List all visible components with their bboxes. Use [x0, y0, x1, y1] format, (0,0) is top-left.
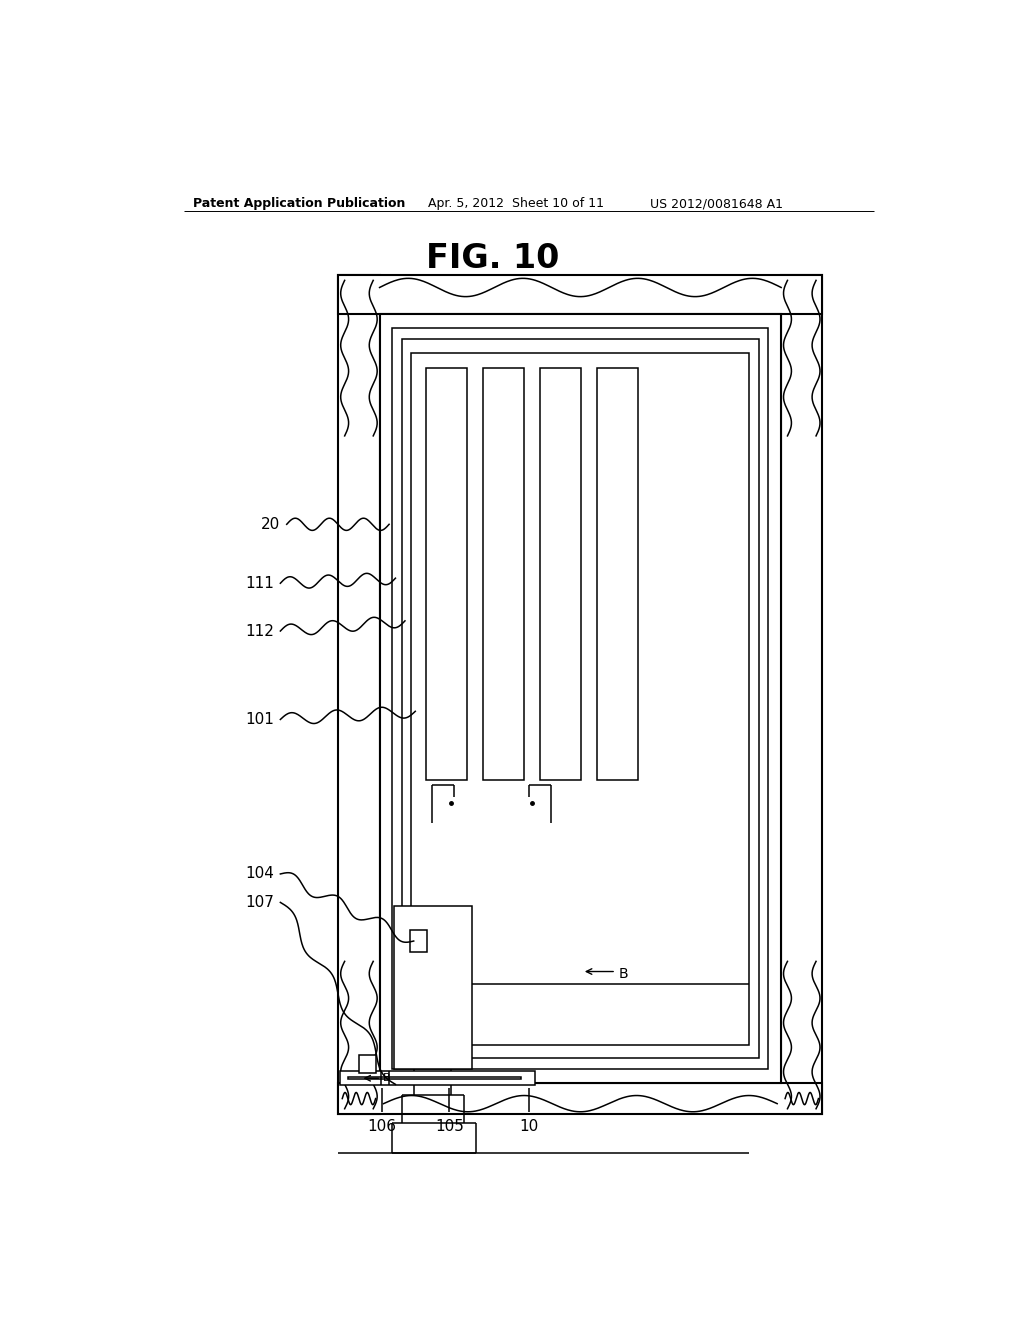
- Text: B: B: [383, 1073, 390, 1084]
- Bar: [348, 1077, 521, 1080]
- Text: 101: 101: [245, 711, 274, 727]
- Text: 10: 10: [519, 1119, 539, 1134]
- Text: 105: 105: [435, 1119, 464, 1134]
- Bar: [426, 368, 467, 780]
- Bar: [482, 368, 524, 780]
- Bar: [410, 929, 427, 952]
- Bar: [380, 314, 781, 1084]
- Bar: [338, 1084, 822, 1114]
- Bar: [401, 339, 759, 1057]
- Text: 107: 107: [245, 895, 274, 909]
- Text: B: B: [618, 966, 628, 981]
- Text: Patent Application Publication: Patent Application Publication: [194, 197, 406, 210]
- Bar: [412, 352, 750, 1044]
- Bar: [392, 329, 768, 1069]
- Text: 104: 104: [245, 866, 274, 882]
- Bar: [597, 368, 638, 780]
- Bar: [540, 368, 582, 780]
- Bar: [394, 907, 472, 1069]
- Bar: [340, 1071, 536, 1085]
- Bar: [781, 276, 822, 1114]
- Text: 112: 112: [245, 623, 274, 639]
- Text: FIG. 10: FIG. 10: [426, 242, 560, 275]
- Bar: [338, 276, 822, 314]
- Text: US 2012/0081648 A1: US 2012/0081648 A1: [650, 197, 783, 210]
- Text: 111: 111: [245, 576, 274, 591]
- Text: Apr. 5, 2012  Sheet 10 of 11: Apr. 5, 2012 Sheet 10 of 11: [428, 197, 604, 210]
- Bar: [338, 276, 380, 1114]
- Bar: [359, 1055, 377, 1073]
- Text: 20: 20: [261, 517, 281, 532]
- Text: 106: 106: [368, 1119, 396, 1134]
